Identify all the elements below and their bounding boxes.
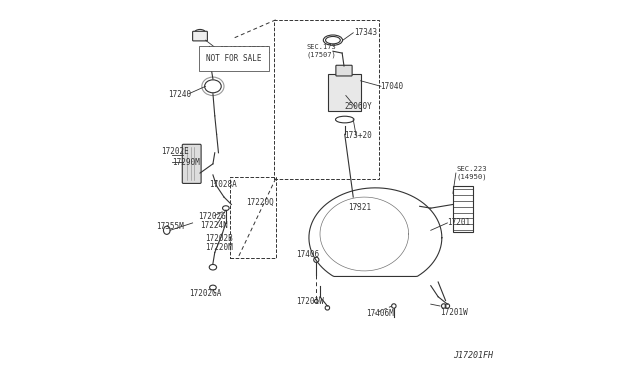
- Text: 17355M: 17355M: [156, 222, 184, 231]
- Text: 17201W: 17201W: [296, 297, 324, 306]
- FancyBboxPatch shape: [336, 65, 352, 76]
- Text: 17202GA: 17202GA: [189, 289, 221, 298]
- Text: 17201W: 17201W: [440, 308, 468, 317]
- Text: SEC.223
(14950): SEC.223 (14950): [456, 166, 487, 180]
- Text: 17290M: 17290M: [172, 157, 200, 167]
- Text: J17201FH: J17201FH: [454, 350, 493, 359]
- Text: 17220Q: 17220Q: [246, 198, 274, 207]
- Text: 17201: 17201: [447, 218, 470, 227]
- Text: 17028A: 17028A: [209, 180, 237, 189]
- Text: SEC.173
(17507): SEC.173 (17507): [307, 45, 336, 58]
- Text: 17406M: 17406M: [366, 309, 394, 318]
- Text: 17224N: 17224N: [200, 221, 228, 230]
- Text: 17429Q: 17429Q: [220, 46, 247, 55]
- FancyBboxPatch shape: [182, 144, 201, 183]
- Text: 25060Y: 25060Y: [344, 102, 372, 111]
- Text: 17343: 17343: [355, 28, 378, 37]
- Text: 17220M: 17220M: [205, 243, 234, 252]
- Text: 17202E: 17202E: [161, 147, 189, 156]
- Text: 17240: 17240: [168, 90, 192, 99]
- Text: 17202G: 17202G: [198, 212, 226, 221]
- Text: 17202B: 17202B: [205, 234, 234, 243]
- Text: 17406: 17406: [296, 250, 319, 259]
- FancyBboxPatch shape: [328, 74, 362, 111]
- Text: 17321: 17321: [348, 202, 371, 212]
- FancyBboxPatch shape: [193, 31, 207, 41]
- Text: 17040: 17040: [380, 82, 403, 91]
- Text: 173+20: 173+20: [344, 131, 372, 140]
- Text: NOT FOR SALE: NOT FOR SALE: [206, 54, 262, 63]
- Text: 17251: 17251: [247, 46, 270, 55]
